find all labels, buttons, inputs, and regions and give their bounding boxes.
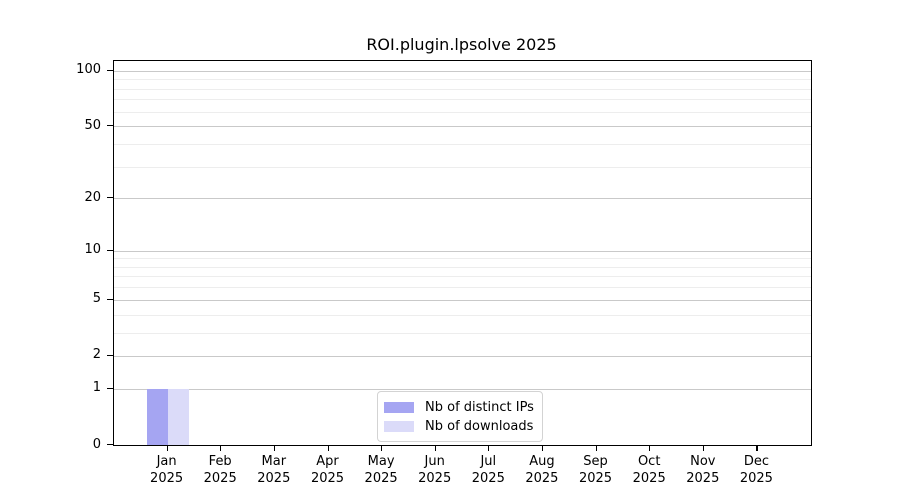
gridline-major	[114, 126, 811, 128]
x-axis-tick	[327, 445, 329, 451]
gridline-major	[114, 299, 811, 301]
x-axis-tick	[273, 445, 275, 451]
x-axis-tick	[541, 445, 544, 451]
x-axis-tick	[434, 445, 436, 451]
x-tick-year: 2025	[632, 471, 666, 486]
x-tick-year: 2025	[150, 471, 184, 486]
x-axis-tick	[381, 445, 383, 451]
y-axis-tick	[107, 354, 113, 357]
x-tick-month: Dec	[743, 454, 769, 469]
x-tick-label: Feb 2025	[180, 453, 260, 487]
gridline-minor	[114, 287, 811, 289]
x-tick-label: Dec 2025	[716, 453, 796, 487]
x-axis-tick	[702, 445, 704, 451]
y-axis-tick	[107, 197, 113, 199]
x-tick-month: Aug	[529, 454, 555, 469]
y-tick-label: 0	[92, 436, 101, 452]
x-tick-month: Apr	[316, 454, 339, 469]
legend-row: Nb of distinct IPs	[384, 398, 534, 416]
legend-label: Nb of downloads	[425, 418, 534, 434]
gridline-minor	[114, 79, 811, 81]
gridline-major	[114, 198, 811, 200]
legend-label: Nb of distinct IPs	[425, 399, 534, 415]
x-tick-month: Feb	[208, 454, 232, 469]
gridline-major	[114, 388, 811, 390]
x-tick-label: Jan 2025	[127, 453, 207, 487]
x-tick-month: Nov	[690, 454, 716, 469]
x-axis-tick	[595, 445, 597, 451]
x-tick-label: Nov 2025	[663, 453, 743, 487]
x-tick-year: 2025	[525, 471, 559, 486]
x-tick-label: Sep 2025	[556, 453, 636, 487]
x-tick-label: Aug 2025	[502, 453, 582, 487]
x-tick-month: Mar	[261, 454, 287, 469]
chart-title: ROI.plugin.lpsolve 2025	[366, 35, 557, 54]
legend: Nb of distinct IPs Nb of downloads	[377, 391, 543, 442]
x-tick-year: 2025	[257, 471, 291, 486]
x-tick-year: 2025	[364, 471, 398, 486]
x-tick-label: Jul 2025	[448, 453, 528, 487]
plot-area	[113, 60, 812, 446]
y-tick-label: 2	[92, 347, 101, 363]
x-tick-month: Jun	[424, 454, 445, 469]
y-axis-tick	[107, 298, 113, 300]
x-tick-year: 2025	[686, 471, 720, 486]
x-tick-year: 2025	[739, 471, 773, 486]
x-tick-label: Oct 2025	[609, 453, 689, 487]
x-tick-year: 2025	[310, 471, 345, 486]
x-tick-label: Jun 2025	[395, 453, 475, 487]
x-tick-year: 2025	[203, 471, 237, 486]
x-tick-month: Sep	[583, 454, 608, 469]
x-tick-month: Jan	[156, 454, 177, 469]
y-axis-tick	[107, 444, 113, 446]
x-axis-tick	[166, 445, 168, 451]
y-axis-tick	[107, 249, 113, 251]
x-tick-label: Apr 2025	[288, 453, 368, 487]
gridline-minor	[114, 266, 811, 268]
gridline-minor	[114, 99, 811, 101]
bar-downloads	[167, 388, 189, 445]
y-tick-label: 20	[84, 189, 101, 205]
y-tick-label: 1	[92, 380, 101, 396]
x-tick-month: May	[367, 454, 395, 469]
bar-distinct-ips	[146, 388, 168, 445]
x-tick-year: 2025	[471, 471, 505, 486]
gridline-minor	[114, 143, 811, 145]
x-tick-label: Mar 2025	[234, 453, 314, 487]
x-tick-month: Jul	[480, 454, 497, 469]
x-axis-tick	[220, 445, 222, 451]
y-tick-label: 5	[92, 291, 101, 307]
y-axis-tick	[107, 69, 113, 71]
legend-swatch	[384, 420, 414, 432]
x-axis-tick	[488, 445, 490, 451]
x-tick-month: Oct	[637, 454, 661, 469]
gridline-major	[114, 70, 811, 72]
gridline-minor	[114, 111, 811, 113]
x-axis-tick	[649, 445, 651, 451]
legend-swatch	[384, 401, 414, 413]
gridline-minor	[114, 166, 811, 168]
gridline-major	[114, 355, 811, 357]
y-tick-label: 100	[76, 62, 101, 78]
legend-row: Nb of downloads	[384, 417, 534, 435]
y-tick-label: 10	[84, 242, 101, 258]
gridline-minor	[114, 314, 811, 316]
x-tick-label: May 2025	[341, 453, 421, 487]
x-axis-tick	[756, 445, 758, 451]
gridline-minor	[114, 88, 811, 90]
gridline-major	[114, 250, 811, 252]
y-axis-tick	[107, 387, 113, 389]
gridline-minor	[114, 258, 811, 260]
x-tick-year: 2025	[578, 471, 613, 486]
gridline-minor	[114, 276, 811, 278]
gridline-minor	[114, 332, 811, 334]
y-tick-label: 50	[84, 117, 101, 133]
y-axis-tick	[107, 125, 113, 127]
x-tick-year: 2025	[418, 471, 452, 486]
